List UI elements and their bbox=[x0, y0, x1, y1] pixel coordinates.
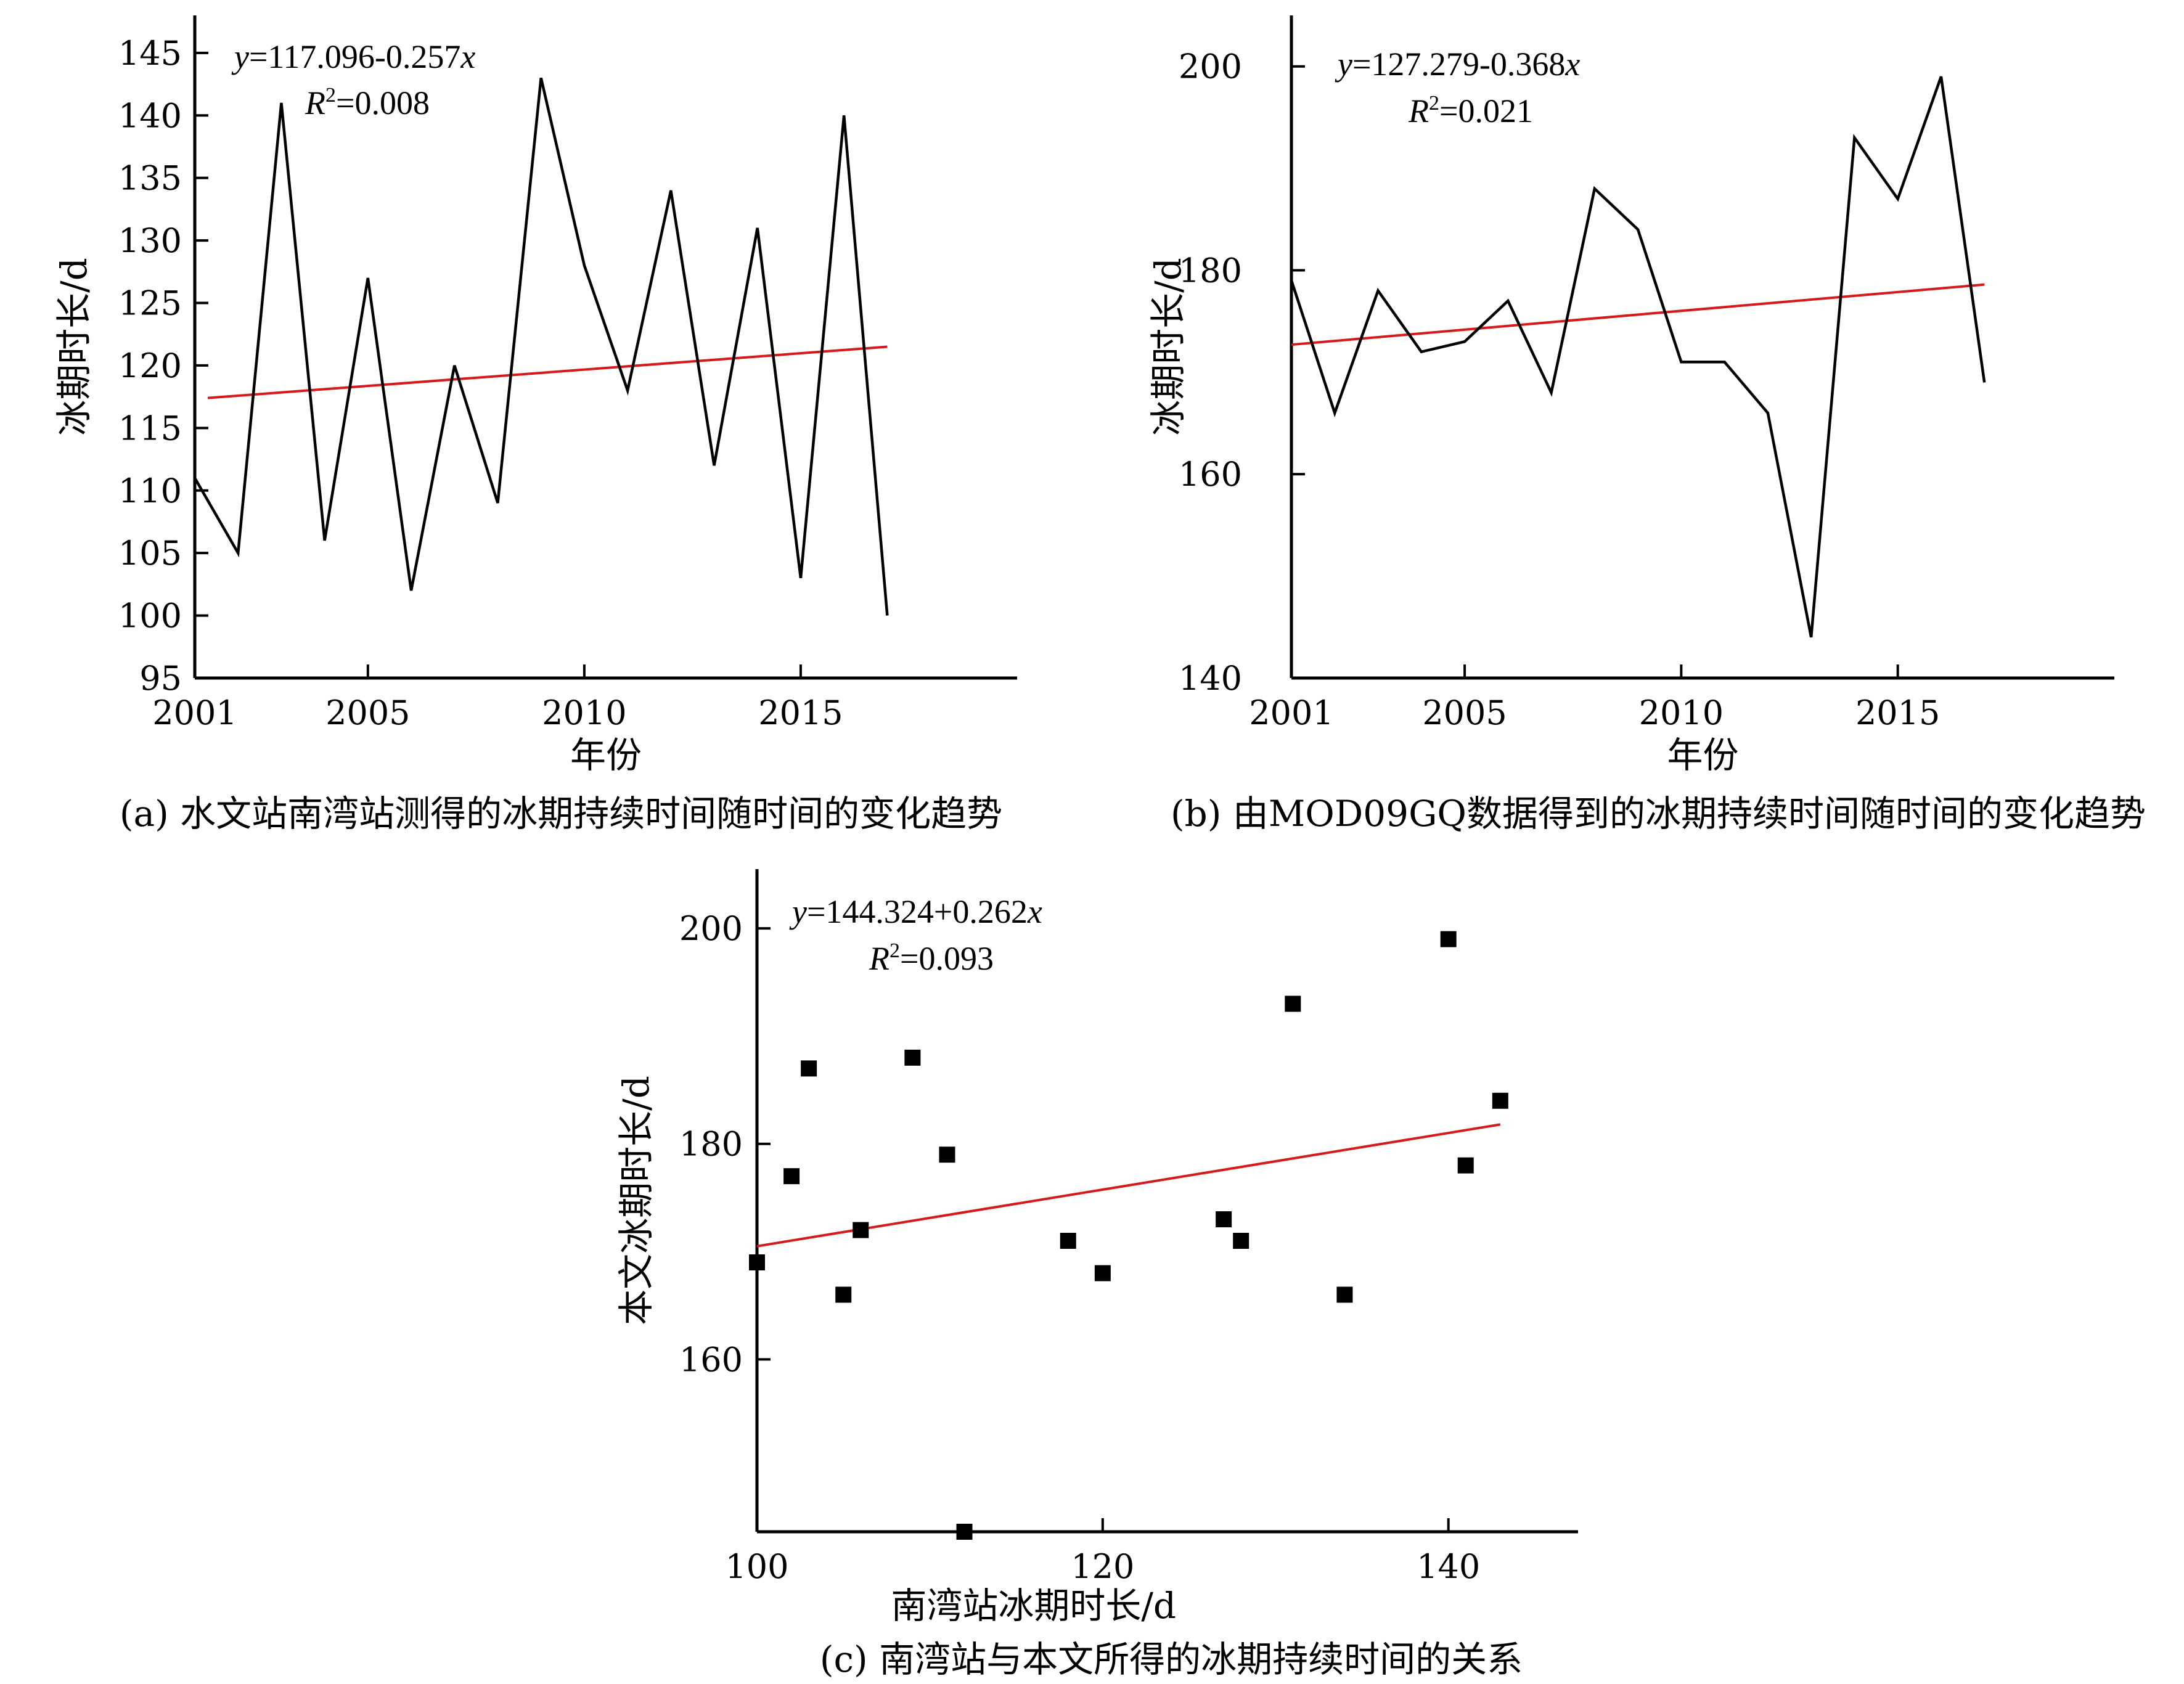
x-tick-label: 2005 bbox=[325, 693, 410, 732]
trend-line bbox=[756, 1123, 1501, 1248]
x-tick-label: 2015 bbox=[758, 693, 843, 732]
equation-x-symbol: x bbox=[1027, 893, 1042, 930]
scatter-point bbox=[835, 1286, 852, 1303]
y-tick-label: 135 bbox=[118, 159, 182, 198]
x-tick-label: 2001 bbox=[152, 693, 237, 732]
y-axis-label: 本文冰期时长/d bbox=[615, 1076, 657, 1325]
equation-body: =117.096-0.257 bbox=[249, 38, 460, 75]
y-tick-label: 105 bbox=[118, 534, 182, 573]
scatter-point bbox=[1440, 931, 1457, 947]
y-tick-label: 145 bbox=[118, 34, 182, 73]
scatter-point bbox=[939, 1147, 955, 1163]
x-tick-label: 2015 bbox=[1855, 693, 1940, 732]
scatter-point bbox=[1094, 1265, 1111, 1281]
r-squared-superscript: 2 bbox=[1429, 92, 1439, 115]
scatter-point bbox=[749, 1254, 765, 1271]
r-squared-symbol: R bbox=[1408, 92, 1429, 129]
equation-x-symbol: x bbox=[460, 38, 475, 75]
scatter-point bbox=[1060, 1233, 1076, 1249]
r-squared-value: =0.093 bbox=[900, 940, 994, 977]
scatter-point bbox=[956, 1524, 973, 1540]
x-tick-label: 2010 bbox=[1639, 693, 1724, 732]
r-squared: R2=0.008 bbox=[305, 84, 430, 121]
x-tick-label: 2005 bbox=[1422, 693, 1507, 732]
panel-caption: (a) 水文站南湾站测得的冰期持续时间随时间的变化趋势 bbox=[120, 793, 1002, 835]
equation-y-symbol: y bbox=[231, 38, 249, 75]
scatter-point bbox=[1336, 1286, 1353, 1303]
scatter-point bbox=[1233, 1233, 1249, 1249]
x-axis-label: 年份 bbox=[1667, 734, 1738, 776]
scatter-point bbox=[1457, 1157, 1474, 1174]
y-tick-label: 200 bbox=[679, 909, 743, 948]
y-tick-label: 130 bbox=[118, 221, 182, 260]
r-squared-value: =0.008 bbox=[336, 84, 430, 121]
y-tick-label: 110 bbox=[118, 472, 182, 510]
y-tick-label: 95 bbox=[139, 659, 182, 698]
scatter-point bbox=[783, 1168, 800, 1185]
regression-equation: y=144.324+0.262x bbox=[789, 893, 1042, 930]
scatter-point bbox=[1216, 1211, 1232, 1228]
y-tick-label: 180 bbox=[1179, 251, 1242, 290]
regression-equation: y=117.096-0.257x bbox=[231, 38, 475, 75]
series-line bbox=[194, 77, 889, 616]
scatter-point bbox=[1492, 1092, 1508, 1109]
y-tick-label: 160 bbox=[679, 1340, 743, 1379]
x-tick-label: 140 bbox=[1417, 1547, 1480, 1586]
scatter-point bbox=[853, 1222, 869, 1238]
y-tick-label: 200 bbox=[1179, 47, 1242, 86]
y-tick-label: 100 bbox=[118, 597, 182, 636]
equation-y-symbol: y bbox=[1335, 46, 1352, 83]
panel-caption: (b) 由MOD09GQ数据得到的冰期持续时间随时间的变化趋势 bbox=[1171, 793, 2146, 835]
y-tick-label: 140 bbox=[118, 96, 182, 135]
y-tick-label: 115 bbox=[118, 409, 182, 448]
chart-panel-c: 160 180 200 100 120 140 y=144.324+0.262x R2=0.0… bbox=[615, 869, 1578, 1680]
chart-panel-b: 140 160 180 200 2001 2005 2010 2015 y=127.279-0.… bbox=[1147, 15, 2146, 835]
y-tick-label: 160 bbox=[1179, 455, 1242, 494]
chart-panel-a: 95 100 105 110 115 120 125 130 135 140 145 2001 2005… bbox=[53, 15, 1017, 835]
equation-x-symbol: x bbox=[1564, 46, 1580, 83]
series-line bbox=[1290, 76, 1986, 638]
panel-caption: (c) 南湾站与本文所得的冰期持续时间的关系 bbox=[820, 1638, 1523, 1680]
y-axis-label: 冰期时长/d bbox=[1147, 258, 1189, 436]
r-squared-superscript: 2 bbox=[890, 939, 900, 962]
scatter-point bbox=[801, 1060, 817, 1077]
r-squared: R2=0.021 bbox=[1408, 92, 1533, 129]
equation-body: =127.279-0.368 bbox=[1352, 46, 1565, 83]
x-axis-label: 年份 bbox=[570, 734, 642, 776]
r-squared-superscript: 2 bbox=[325, 84, 336, 107]
y-tick-label: 140 bbox=[1179, 659, 1242, 698]
x-tick-label: 2010 bbox=[542, 693, 626, 732]
r-squared: R2=0.093 bbox=[869, 939, 994, 977]
y-tick-label: 125 bbox=[118, 284, 182, 323]
y-tick-label: 120 bbox=[118, 346, 182, 385]
equation-y-symbol: y bbox=[789, 893, 807, 930]
y-tick-label: 180 bbox=[679, 1125, 743, 1164]
r-squared-symbol: R bbox=[305, 84, 325, 121]
equation-body: =144.324+0.262 bbox=[807, 893, 1028, 930]
scatter-point bbox=[1285, 995, 1301, 1012]
x-tick-label: 2001 bbox=[1249, 693, 1333, 732]
trend-line bbox=[1291, 283, 1985, 346]
x-tick-label: 120 bbox=[1071, 1547, 1134, 1586]
regression-equation: y=127.279-0.368x bbox=[1335, 46, 1580, 83]
x-axis-label: 南湾站冰期时长/d bbox=[891, 1585, 1176, 1627]
x-tick-label: 100 bbox=[725, 1547, 788, 1586]
scatter-point bbox=[904, 1049, 921, 1066]
y-axis-label: 冰期时长/d bbox=[53, 258, 95, 436]
r-squared-symbol: R bbox=[869, 940, 890, 977]
r-squared-value: =0.021 bbox=[1439, 92, 1533, 129]
